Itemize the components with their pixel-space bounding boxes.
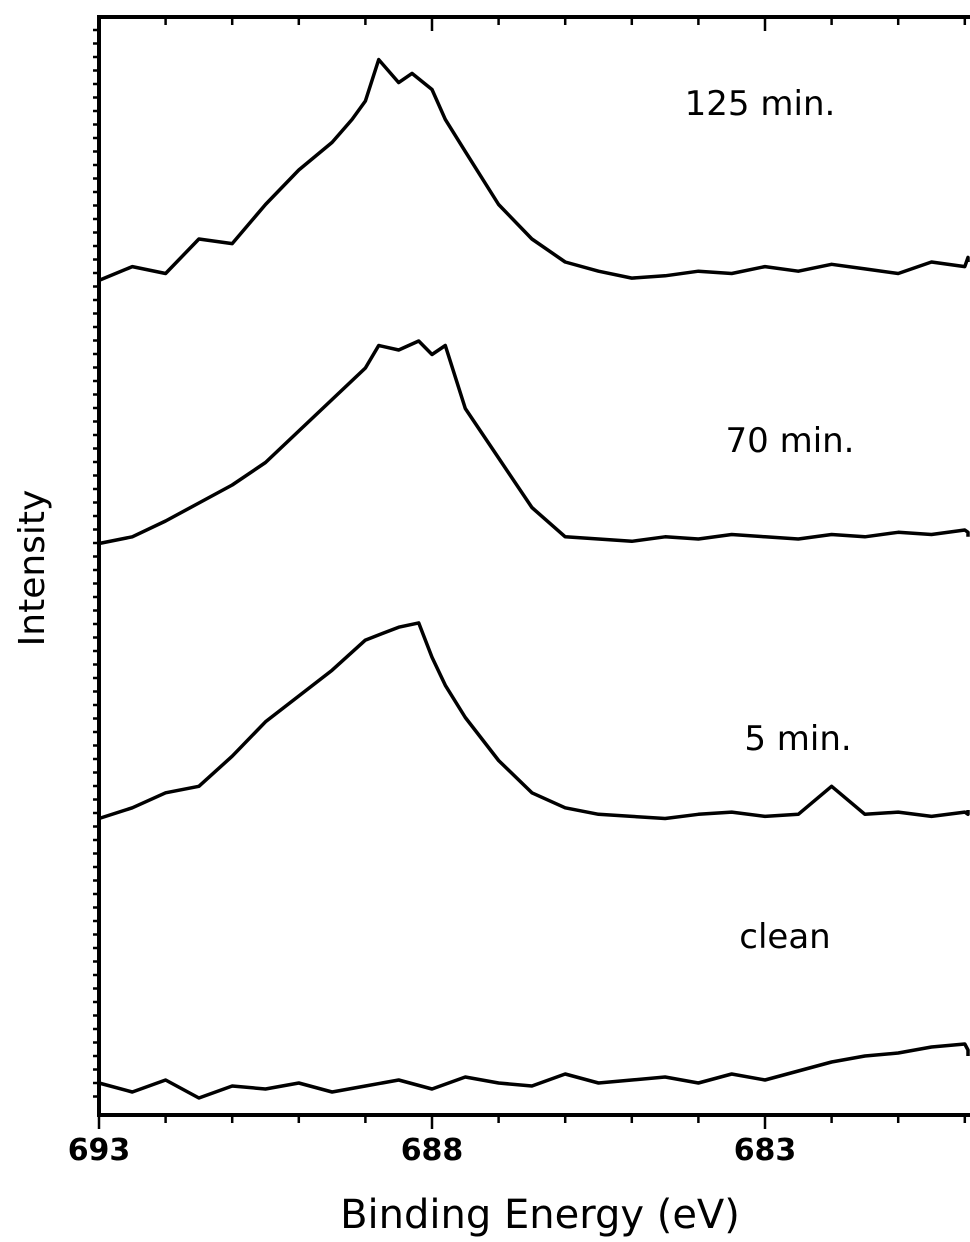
series-group	[98, 57, 970, 1100]
series-line-1	[98, 339, 970, 546]
x-tick-label: 683	[734, 1133, 797, 1168]
series-label-1: 70 min.	[726, 421, 855, 461]
x-axis-title: Binding Energy (eV)	[340, 1192, 740, 1238]
x-tick-label: 688	[401, 1133, 464, 1168]
series-line-0	[98, 57, 970, 283]
series-labels: 125 min. 70 min. 5 min. clean	[685, 84, 855, 957]
series-label-2: 5 min.	[744, 719, 851, 759]
x-axis-ticks: 693 688 683	[68, 17, 967, 1168]
y-axis-ticks	[93, 28, 99, 1098]
series-label-3: clean	[739, 917, 830, 957]
series-line-2	[98, 621, 970, 821]
plot-frame	[97, 15, 970, 1117]
series-line-3	[98, 1042, 970, 1100]
series-label-0: 125 min.	[685, 84, 836, 124]
x-tick-label: 693	[68, 1133, 131, 1168]
y-axis-title: Intensity	[12, 490, 53, 647]
